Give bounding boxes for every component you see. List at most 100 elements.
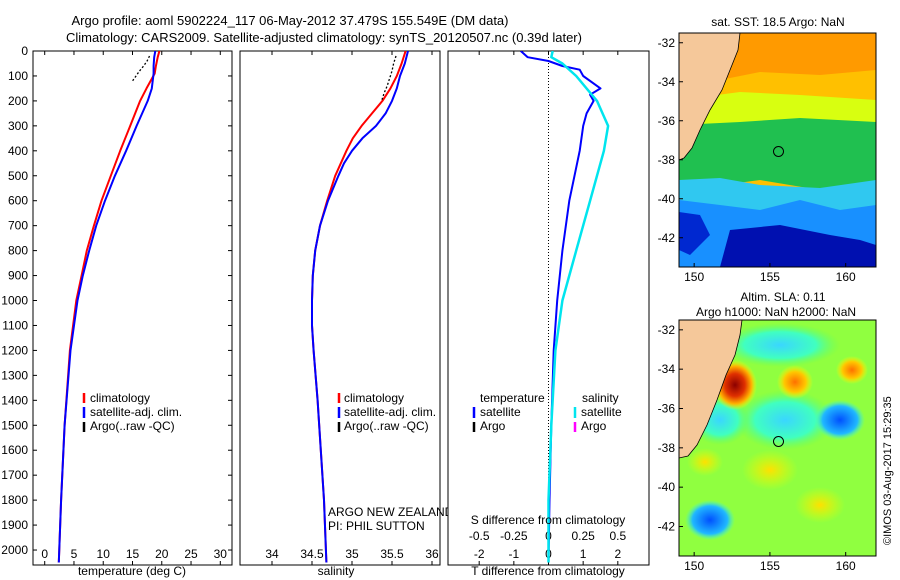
legend-label-satellite: satellite-adj. clim. [90, 405, 182, 419]
depth-tick-label: 900 [8, 269, 28, 283]
figure-title-line2: Climatology: CARS2009. Satellite-adjuste… [66, 30, 582, 45]
difference-legend: temperature salinity satellite Argo sate… [472, 391, 622, 433]
sla-land [679, 320, 743, 459]
sla-map-ticks: 150 155 160 -32 -34 -36 -38 -40 -42 [658, 323, 856, 573]
map-x-tick-label: 155 [760, 559, 780, 573]
temperature-satellite-line [57, 51, 157, 563]
depth-tick-label: 1200 [1, 343, 28, 357]
salinity-axes-frame [239, 50, 441, 566]
depth-tick-label: 100 [8, 69, 28, 83]
x-tick-label: 34 [265, 547, 279, 561]
salinity-panel: 34 34.5 35 35.5 36 salinity climatology sate… [239, 50, 454, 578]
map-x-tick-label: 160 [836, 559, 856, 573]
sst-field-green [679, 118, 876, 190]
x-tick-label: 1 [580, 547, 587, 561]
figure-title-line1: Argo profile: aoml 5902224_117 06-May-20… [72, 13, 509, 28]
x-tick-label: 10 [97, 547, 111, 561]
sla-low-east [815, 400, 865, 440]
sst-map-title: sat. SST: 18.5 Argo: NaN [711, 15, 844, 29]
sla-argo-marker [773, 436, 784, 447]
map-x-tick-label: 150 [684, 270, 704, 284]
depth-tick-label: 1800 [1, 493, 28, 507]
map-x-tick-label: 155 [760, 270, 780, 284]
float-pi-label: PI: PHIL SUTTON [328, 519, 425, 533]
sla-low-center [735, 390, 835, 450]
depth-tick-label: 1500 [1, 418, 28, 432]
map-y-tick-label: -38 [658, 441, 676, 455]
map-y-tick-label: -36 [658, 114, 676, 128]
x-tick-label: 36 [425, 547, 439, 561]
salinity-xlabel: salinity [318, 564, 355, 578]
depth-tick-label: 1100 [2, 318, 28, 332]
difference-profiles [520, 51, 610, 563]
temperature-xlabel: temperature (deg C) [78, 564, 186, 578]
depth-tick-label: 1400 [1, 393, 28, 407]
x-tick-label: 2 [614, 547, 621, 561]
sst-land [679, 33, 741, 161]
depth-tick-label: 800 [8, 244, 28, 258]
temperature-x-ticks: 0 5 10 15 20 25 30 [41, 51, 227, 565]
temperature-panel: 0100200300400500600700800900100011001200… [1, 44, 649, 578]
x-tick-label: 25 [184, 547, 198, 561]
x-tick-label: 15 [126, 547, 140, 561]
salinity-legend: climatology satellite-adj. clim. Argo(..… [337, 391, 436, 433]
legend-label-satellite: satellite-adj. clim. [344, 405, 436, 419]
sst-map-ticks: 150 155 160 -32 -34 -36 -38 -40 -42 [658, 36, 856, 284]
map-y-tick-label: -32 [658, 36, 676, 50]
depth-tick-label: 1900 [1, 518, 28, 532]
sla-map: Altim. SLA: 0.11 Argo h1000: NaN h2000: … [658, 290, 877, 573]
map-y-tick-label: -32 [658, 323, 676, 337]
legend-label-t-argo: Argo [480, 419, 506, 433]
x-tick-label: 20 [155, 547, 169, 561]
legend-label-climatology: climatology [90, 391, 150, 405]
depth-tick-label: 1700 [1, 468, 28, 482]
temperature-axes-frame [32, 50, 233, 566]
sla-high-west [687, 448, 723, 476]
salinity-profiles [311, 51, 409, 563]
imos-credit: ©IMOS 03-Aug-2017 15:29:35 [882, 396, 894, 545]
depth-tick-label: 1600 [1, 443, 28, 457]
salinity-satellite-line [311, 51, 409, 563]
depth-tick-label: 1000 [1, 294, 28, 308]
t-difference-xlabel: T difference from climatology [471, 564, 625, 578]
sla-map-subtitle: Argo h1000: NaN h2000: NaN [696, 305, 856, 319]
x-tick-label: 35.5 [380, 547, 404, 561]
legend-label-s-argo: Argo [581, 419, 607, 433]
temperature-profiles [57, 51, 161, 563]
legend-label-argo: Argo(..raw -QC) [344, 419, 429, 433]
s-diff-tick-label: -0.5 [469, 529, 490, 543]
depth-tick-label: 600 [8, 194, 28, 208]
difference-x-ticks: -2 -1 0 1 2-0.5 -0.25 0 0.25 0.5 [469, 51, 626, 565]
map-y-tick-label: -40 [658, 192, 676, 206]
x-tick-label: 35 [345, 547, 359, 561]
sla-high-center [777, 365, 813, 399]
sla-high-south [742, 450, 798, 490]
sla-low-southwest [685, 500, 735, 540]
depth-tick-label: 1300 [1, 368, 28, 382]
sla-high-southeast [795, 487, 845, 523]
map-x-tick-label: 150 [684, 559, 704, 573]
temperature-legend: climatology satellite-adj. clim. Argo(..… [82, 391, 182, 433]
map-y-tick-label: -42 [658, 231, 676, 245]
depth-tick-label: 300 [8, 119, 28, 133]
map-y-tick-label: -34 [658, 362, 676, 376]
legend-label-s-satellite: satellite [581, 405, 622, 419]
s-diff-tick-label: -0.25 [500, 529, 528, 543]
sst-map: sat. SST: 18.5 Argo: NaN 150 155 160 -32 -34… [658, 15, 877, 284]
sla-map-title: Altim. SLA: 0.11 [740, 290, 825, 304]
salinity-x-ticks: 34 34.5 35 35.5 36 [265, 51, 439, 565]
s-difference-satellite-line [547, 51, 610, 563]
legend-title-salinity: salinity [582, 391, 619, 405]
difference-panel: -2 -1 0 1 2-0.5 -0.25 0 0.25 0.5 T difference fr… [447, 50, 650, 578]
temperature-argo-line [131, 55, 151, 82]
x-tick-label: -1 [509, 547, 520, 561]
depth-tick-label: 2000 [1, 543, 28, 557]
depth-tick-label: 400 [8, 144, 28, 158]
legend-label-t-satellite: satellite [480, 405, 521, 419]
map-y-tick-label: -38 [658, 153, 676, 167]
legend-label-climatology: climatology [344, 391, 404, 405]
sla-low-north [720, 323, 840, 367]
s-diff-tick-label: 0.25 [571, 529, 595, 543]
x-tick-label: 30 [214, 547, 228, 561]
depth-tick-label: 500 [8, 169, 28, 183]
